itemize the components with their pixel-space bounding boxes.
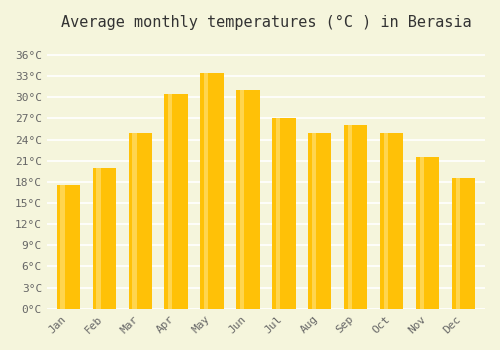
Bar xyxy=(452,178,475,309)
Bar xyxy=(60,186,64,309)
Bar xyxy=(128,133,152,309)
Bar xyxy=(380,133,404,309)
Bar xyxy=(200,72,224,309)
Bar xyxy=(416,157,439,309)
Bar xyxy=(56,186,80,309)
Bar xyxy=(132,133,136,309)
Bar xyxy=(92,168,116,309)
Bar xyxy=(272,118,295,309)
Title: Average monthly temperatures (°C ) in Berasia: Average monthly temperatures (°C ) in Be… xyxy=(60,15,471,30)
Bar xyxy=(96,168,100,309)
Bar xyxy=(168,94,172,309)
Bar xyxy=(312,133,316,309)
Bar xyxy=(456,178,460,309)
Bar xyxy=(236,90,260,309)
Bar xyxy=(204,72,208,309)
Bar xyxy=(348,126,352,309)
Bar xyxy=(240,90,244,309)
Bar xyxy=(308,133,332,309)
Bar xyxy=(384,133,388,309)
Bar xyxy=(344,126,368,309)
Bar xyxy=(420,157,424,309)
Bar xyxy=(276,118,280,309)
Bar xyxy=(164,94,188,309)
